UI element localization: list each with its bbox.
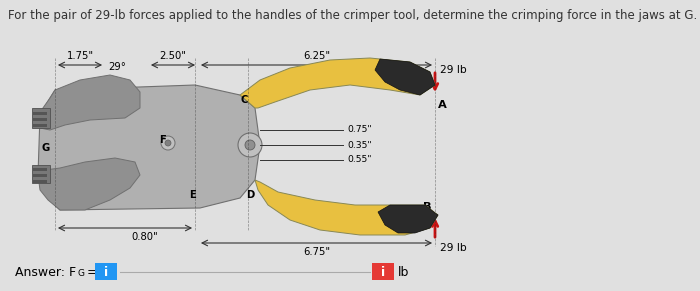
Text: =: = <box>83 265 97 278</box>
Polygon shape <box>38 75 140 130</box>
Bar <box>33 118 47 121</box>
Polygon shape <box>378 205 438 233</box>
Text: lb: lb <box>398 265 409 278</box>
FancyBboxPatch shape <box>95 263 117 280</box>
Text: E: E <box>190 190 197 200</box>
Bar <box>33 168 47 171</box>
Text: 2.50": 2.50" <box>160 51 186 61</box>
Text: i: i <box>381 265 385 278</box>
FancyBboxPatch shape <box>372 263 394 280</box>
Circle shape <box>238 133 262 157</box>
Text: G: G <box>42 143 50 153</box>
Text: 0.35": 0.35" <box>347 141 372 150</box>
Text: 0.80": 0.80" <box>132 232 158 242</box>
Text: A: A <box>438 100 447 110</box>
Text: 0.75": 0.75" <box>347 125 372 134</box>
Bar <box>32 108 50 128</box>
Text: 29 lb: 29 lb <box>440 243 467 253</box>
Circle shape <box>161 136 175 150</box>
Polygon shape <box>38 85 260 210</box>
Text: 6.25": 6.25" <box>303 51 330 61</box>
Bar <box>33 180 47 183</box>
Text: G: G <box>78 269 85 278</box>
Circle shape <box>165 140 171 146</box>
Circle shape <box>245 140 255 150</box>
Polygon shape <box>240 58 435 108</box>
Text: B: B <box>424 202 432 212</box>
Text: 6.75": 6.75" <box>303 247 330 257</box>
Text: D: D <box>246 190 254 200</box>
Text: C: C <box>240 95 248 105</box>
Text: 0.55": 0.55" <box>347 155 372 164</box>
Bar <box>33 112 47 115</box>
Text: For the pair of 29-lb forces applied to the handles of the crimper tool, determi: For the pair of 29-lb forces applied to … <box>8 9 697 22</box>
Text: i: i <box>104 265 108 278</box>
Text: F: F <box>159 135 165 145</box>
Text: 29°: 29° <box>108 62 126 72</box>
Polygon shape <box>38 158 140 210</box>
Bar <box>32 165 50 183</box>
Text: 29 lb: 29 lb <box>440 65 467 75</box>
Bar <box>33 174 47 177</box>
Polygon shape <box>255 180 438 235</box>
Text: 1.75": 1.75" <box>66 51 94 61</box>
Bar <box>33 124 47 127</box>
Text: Answer: F: Answer: F <box>15 265 76 278</box>
Polygon shape <box>375 59 435 95</box>
